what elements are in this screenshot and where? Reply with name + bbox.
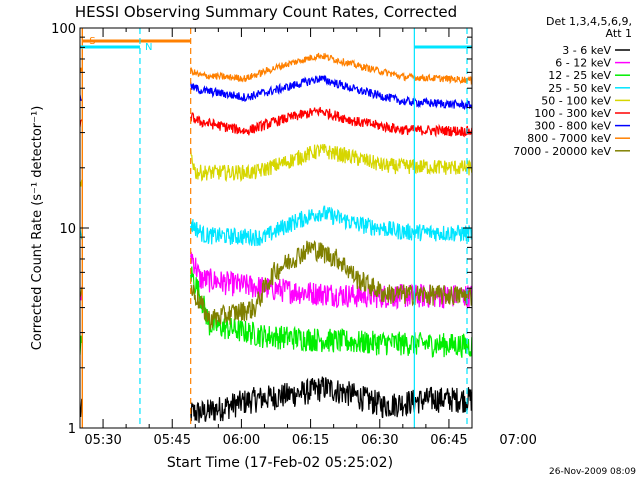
legend-header-line: Att 1	[606, 27, 632, 40]
series-line-5-seg-2	[190, 143, 472, 183]
y-tick-label: 10	[59, 222, 76, 237]
y-tick-label: 1	[68, 422, 76, 437]
x-tick-label: 06:15	[292, 433, 329, 448]
x-tick-label: 05:30	[84, 433, 121, 448]
x-tick-label: 07:00	[499, 433, 536, 448]
series-line-1-seg-2	[190, 376, 472, 423]
legend-entry-label: 300 - 800 keV	[534, 120, 611, 133]
night-marker-label: N	[145, 42, 152, 53]
chart-title: HESSI Observing Summary Count Rates, Cor…	[75, 3, 457, 21]
x-tick-label: 06:00	[223, 433, 260, 448]
series-line-7-seg-2	[190, 74, 472, 111]
x-tick-label: 05:45	[154, 433, 191, 448]
legend-entry-label: 50 - 100 keV	[541, 94, 611, 107]
series-line-8-seg-2	[190, 52, 472, 86]
y-tick-label: 100	[51, 22, 76, 37]
legend-entry-label: 12 - 25 keV	[548, 69, 611, 82]
legend-header-line: Det 1,3,4,5,6,9,	[546, 15, 632, 28]
series-line-9-seg-2	[190, 239, 472, 330]
legend-entry-label: 25 - 50 keV	[548, 82, 611, 95]
legend-entry-label: 7000 - 20000 keV	[513, 145, 611, 158]
x-tick-label: 06:45	[430, 433, 467, 448]
legend-entry-label: 800 - 7000 keV	[527, 132, 611, 145]
plot-area: S N 1 10 100 05:30 05:45 06:00 06:15 06:30 06:45 07…	[51, 22, 537, 448]
series-line-6-seg-2	[190, 106, 472, 138]
legend-entry-label: 6 - 12 keV	[555, 57, 611, 70]
x-axis-label: Start Time (17-Feb-02 05:25:02)	[167, 455, 393, 471]
series-line-4-seg-2	[190, 205, 472, 247]
legend-entry-label: 3 - 6 keV	[562, 44, 611, 57]
footer-timestamp: 26-Nov-2009 08:09	[549, 467, 636, 477]
series-line-3-seg-2	[190, 266, 472, 358]
x-tick-label: 06:30	[361, 433, 398, 448]
saa-marker-label: S	[89, 36, 95, 47]
y-axis-label: Corrected Count Rate (s⁻¹ detector⁻¹)	[30, 106, 45, 351]
series-group	[80, 52, 472, 423]
legend-entry-label: 100 - 300 keV	[534, 107, 611, 120]
